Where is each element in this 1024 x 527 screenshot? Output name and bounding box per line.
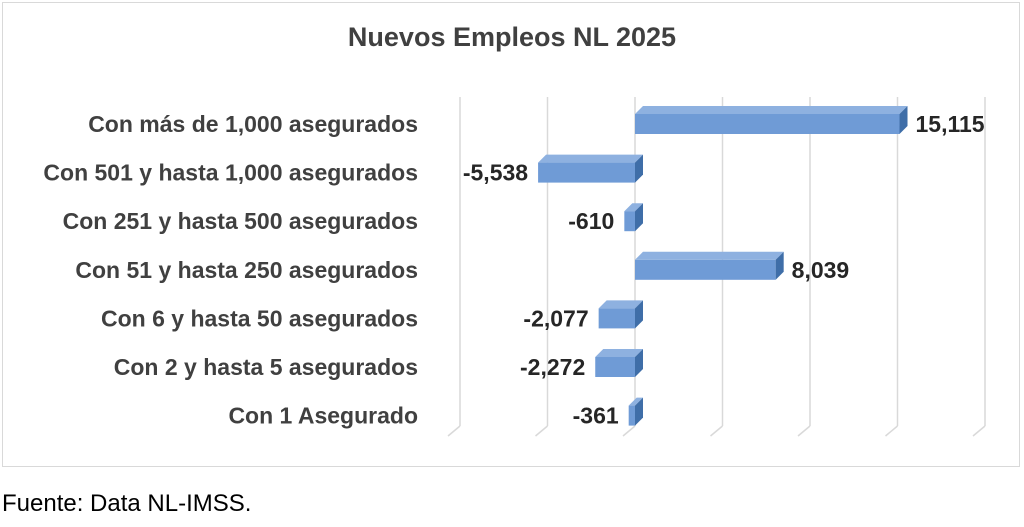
chart-frame bbox=[2, 2, 1020, 467]
bar bbox=[635, 251, 784, 280]
bar-front-face bbox=[595, 357, 635, 377]
bar bbox=[635, 106, 908, 134]
bar bbox=[598, 300, 643, 329]
gridline-floor bbox=[447, 425, 461, 437]
source-note: Fuente: Data NL-IMSS. bbox=[2, 490, 252, 517]
bar-side-face bbox=[899, 106, 908, 134]
category-label: Con 1 Asegurado bbox=[228, 403, 418, 429]
gridline-floor bbox=[885, 425, 898, 437]
value-label: -2,272 bbox=[520, 354, 585, 380]
gridline-floor bbox=[622, 425, 636, 437]
value-label: 8,039 bbox=[792, 257, 850, 283]
bar-top-face bbox=[595, 349, 643, 357]
gridline-floor bbox=[710, 425, 723, 437]
bar-top-face bbox=[624, 203, 643, 212]
bar bbox=[628, 397, 643, 426]
bar-side-face bbox=[635, 203, 643, 232]
bar-top-face bbox=[635, 106, 908, 114]
category-label: Con 6 y hasta 50 asegurados bbox=[101, 305, 418, 331]
bar-top-face bbox=[635, 251, 784, 260]
bar-front-face bbox=[598, 308, 635, 329]
chart-title: Nuevos Empleos NL 2025 bbox=[347, 22, 677, 52]
bar-front-face bbox=[628, 405, 635, 426]
bar bbox=[595, 349, 643, 377]
bar-side-face bbox=[635, 397, 643, 426]
value-label: -2,077 bbox=[523, 305, 588, 331]
category-label: Con 51 y hasta 250 asegurados bbox=[75, 257, 418, 283]
value-label: -610 bbox=[568, 208, 614, 234]
bar-side-face bbox=[775, 251, 784, 280]
bar-front-face bbox=[624, 211, 635, 232]
category-labels: Con más de 1,000 asegurados Con 501 y has… bbox=[43, 111, 418, 429]
bar bbox=[624, 203, 643, 232]
category-label: Con 251 y hasta 500 asegurados bbox=[63, 208, 418, 234]
bar-side-face bbox=[635, 349, 643, 377]
bar-side-face bbox=[635, 300, 643, 329]
category-label: Con más de 1,000 asegurados bbox=[88, 111, 418, 137]
bars bbox=[538, 106, 908, 426]
value-label: 15,115 bbox=[916, 111, 985, 137]
bar-front-face bbox=[635, 114, 900, 134]
bar-side-face bbox=[635, 154, 643, 183]
value-label: -361 bbox=[573, 403, 619, 429]
gridline-floor bbox=[972, 425, 986, 437]
value-label: -5,538 bbox=[463, 160, 528, 186]
bar-chart: Con más de 1,000 asegurados Con 501 y has… bbox=[43, 97, 986, 437]
bar-top-face bbox=[628, 397, 643, 406]
value-labels: 15,115 -5,538 -610 8,039 -2,077 -2,272 -361 bbox=[463, 111, 985, 429]
bar bbox=[538, 154, 643, 183]
bar-front-face bbox=[635, 259, 776, 280]
gridline-floor bbox=[535, 425, 548, 437]
category-label: Con 2 y hasta 5 asegurados bbox=[114, 354, 418, 380]
gridline-floor bbox=[797, 425, 811, 437]
bar-front-face bbox=[538, 162, 635, 183]
category-label: Con 501 y hasta 1,000 asegurados bbox=[43, 160, 418, 186]
bar-top-face bbox=[538, 154, 643, 163]
bar-top-face bbox=[598, 300, 643, 309]
